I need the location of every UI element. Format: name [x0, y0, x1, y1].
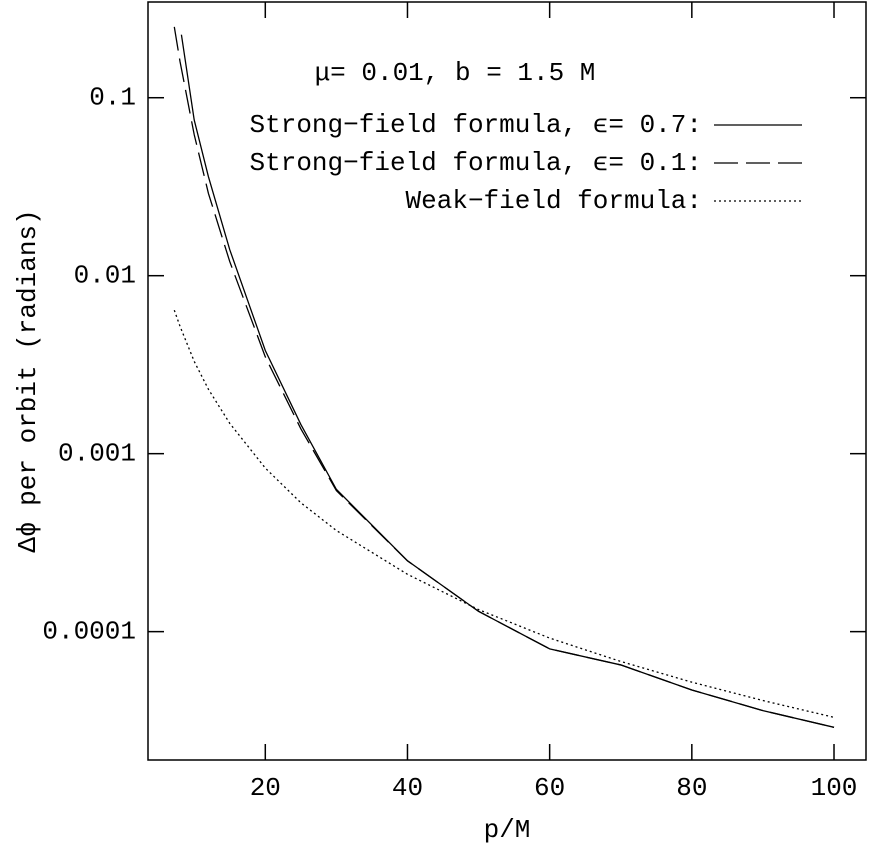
y-tick-label: 0.0001	[42, 617, 136, 647]
y-axis-label: Δϕ per orbit (radians)	[13, 209, 43, 552]
x-tick-label: 100	[811, 773, 858, 803]
y-tick-label: 0.001	[58, 439, 136, 469]
plot-frame	[147, 1, 867, 761]
legend-label: Weak−field formula:	[406, 186, 702, 216]
legend-label: Strong−field formula, ϵ= 0.7:	[250, 110, 702, 140]
x-tick-label: 20	[250, 773, 281, 803]
y-tick-label: 0.1	[89, 83, 136, 113]
x-tick-label: 80	[676, 773, 707, 803]
annotation: μ= 0.01, b = 1.5 M	[315, 58, 596, 88]
y-tick-label: 0.01	[74, 261, 136, 291]
line-series	[173, 309, 835, 718]
x-tick-label: 60	[534, 773, 565, 803]
line-series	[173, 26, 835, 728]
x-axis-label: p/M	[484, 815, 531, 845]
x-tick-label: 40	[392, 773, 423, 803]
legend-label: Strong−field formula, ϵ= 0.1:	[250, 148, 702, 178]
